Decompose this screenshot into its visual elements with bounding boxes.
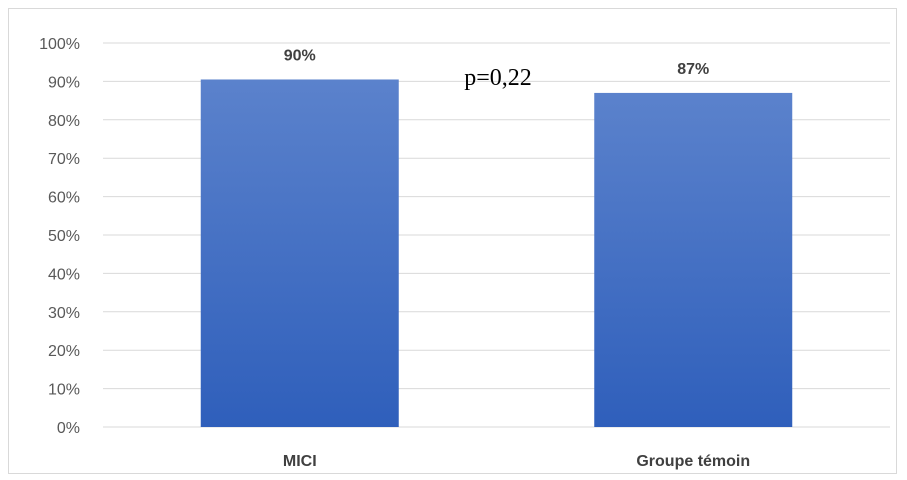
y-tick-label: 30% [48, 305, 80, 322]
y-tick-label: 60% [48, 190, 80, 207]
bar-data-label: 87% [677, 61, 709, 78]
y-axis-tick-labels: 0% 10% 20% 30% 40% 50% 60% 70% 80% 90% 100% [39, 36, 80, 437]
category-label: MICI [283, 453, 317, 470]
y-tick-label: 70% [48, 151, 80, 168]
y-tick-label: 90% [48, 74, 80, 91]
y-tick-label: 50% [48, 228, 80, 245]
data-labels: 90% 87% [284, 47, 710, 77]
y-tick-label: 80% [48, 113, 80, 130]
bar-data-label: 90% [284, 47, 316, 64]
y-tick-label: 0% [57, 420, 80, 437]
x-axis-category-labels: MICI Groupe témoin [283, 453, 750, 470]
bars [200, 79, 793, 428]
y-tick-label: 40% [48, 266, 80, 283]
p-value-annotation: p=0,22 [464, 65, 532, 91]
y-tick-label: 10% [48, 382, 80, 399]
y-tick-label: 100% [39, 36, 80, 53]
category-label: Groupe témoin [636, 453, 750, 470]
bar [200, 79, 399, 427]
y-tick-label: 20% [48, 343, 80, 360]
bar [594, 92, 793, 428]
